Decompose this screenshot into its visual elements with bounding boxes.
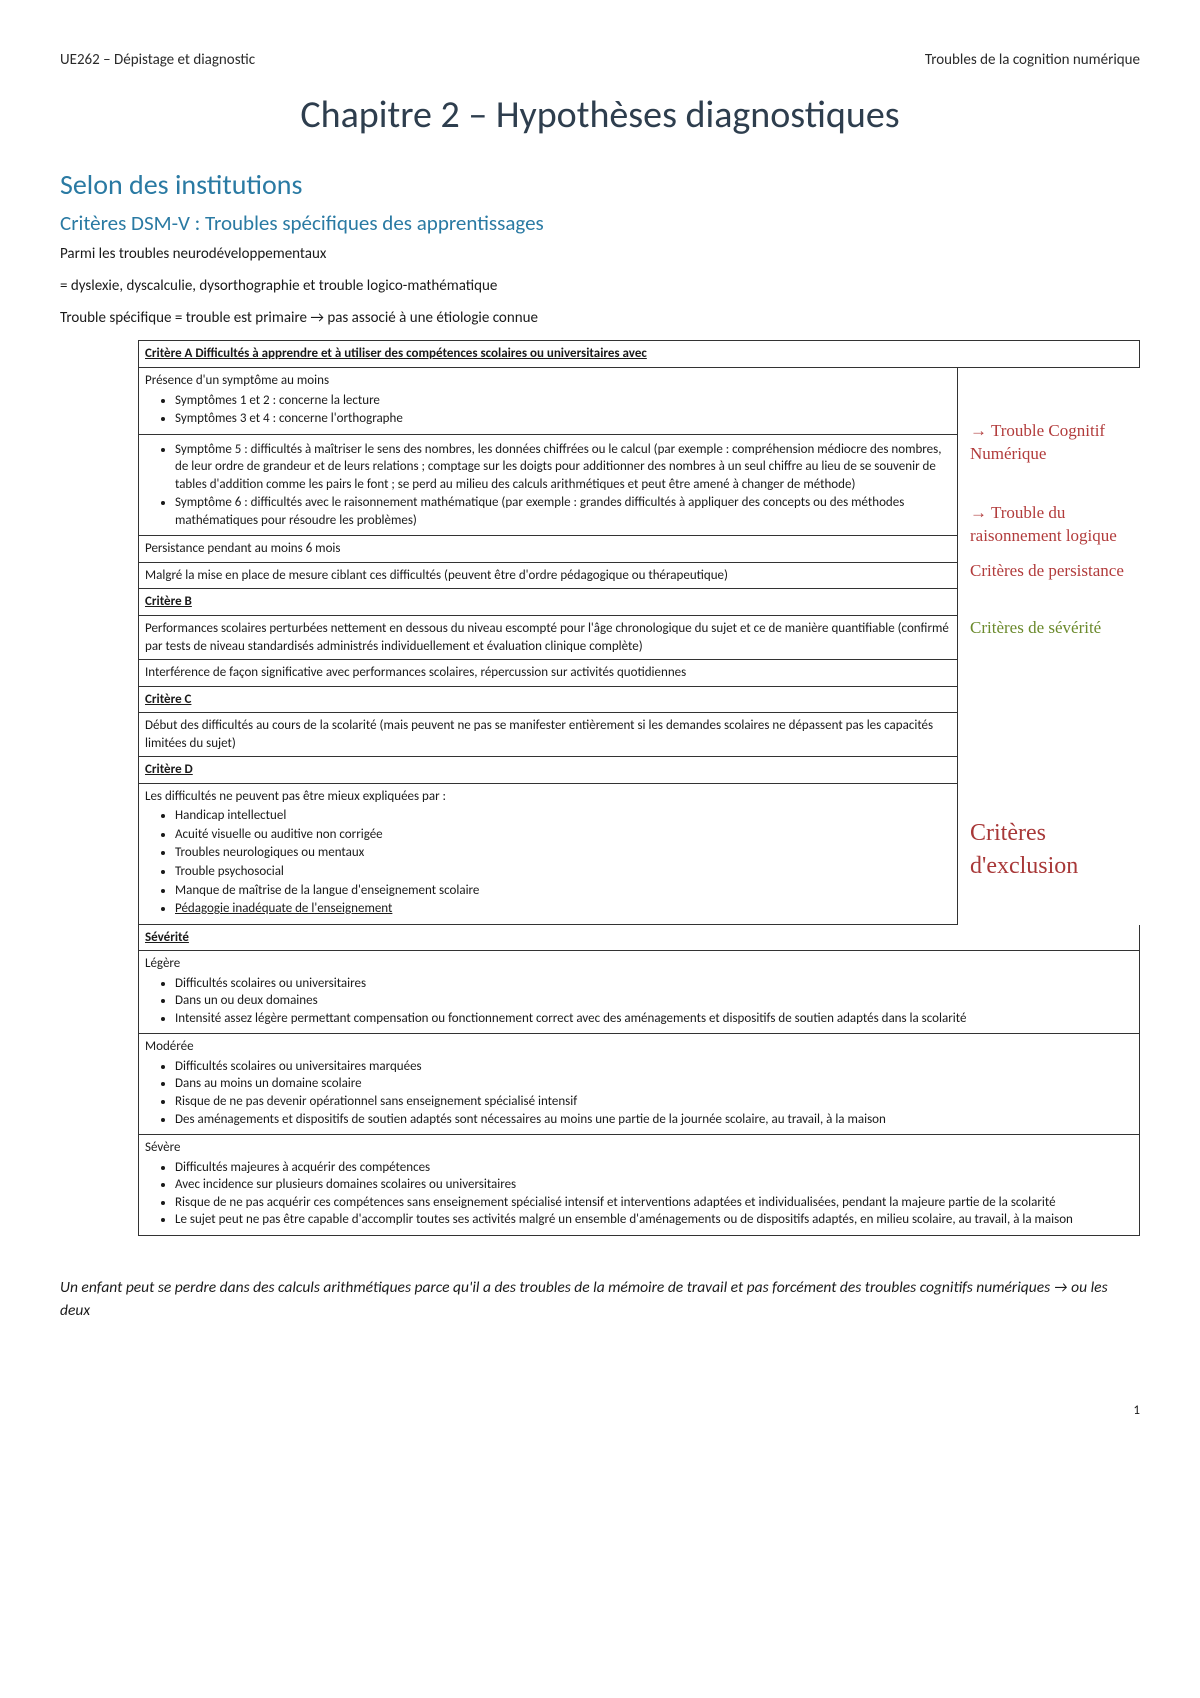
criteria-c-side-empty	[970, 687, 1140, 758]
side-exclusion: Critères d'exclusion	[970, 757, 1140, 924]
critd-item-1: Acuité visuelle ou auditive non corrigée	[175, 826, 951, 844]
severity-severe-label: Sévère	[145, 1139, 1133, 1157]
sev-moderee-3: Des aménagements et dispositifs de souti…	[175, 1111, 1133, 1129]
sev-legere-1: Dans un ou deux domaines	[175, 992, 1133, 1010]
side-persistance: Critères de persistance	[970, 554, 1140, 583]
criteria-a-malgre: Malgré la mise en place de mesure ciblan…	[138, 563, 958, 590]
severity-title-row: Sévérité	[138, 925, 1140, 952]
sev-severe-2: Risque de ne pas acquérir ces compétence…	[175, 1194, 1133, 1212]
sev-severe-0: Difficultés majeures à acquérir des comp…	[175, 1159, 1133, 1177]
sev-severe-1: Avec incidence sur plusieurs domaines sc…	[175, 1176, 1133, 1194]
sev-legere-0: Difficultés scolaires ou universitaires	[175, 975, 1133, 993]
severity-wrap: Sévérité Légère Difficultés scolaires ou…	[138, 925, 1140, 1236]
intro-3-prefix: Trouble spécifique = trouble est primair…	[60, 309, 310, 327]
criteria-d-header: Critère D	[145, 762, 193, 777]
intro-3-suffix: pas associé à une étiologie connue	[327, 309, 538, 327]
chapter-title: Chapitre 2 – Hypothèses diagnostiques	[60, 90, 1140, 141]
intro-1: Parmi les troubles neurodéveloppementaux	[60, 244, 1140, 264]
criteria-a-wrap: Critère A Difficultés à apprendre et à u…	[138, 340, 1140, 924]
header-left: UE262 – Dépistage et diagnostic	[60, 50, 255, 70]
side-trouble-cognitif-label: Trouble Cognitif Numérique	[970, 421, 1105, 463]
severity-severe: Sévère Difficultés majeures à acquérir d…	[138, 1135, 1140, 1236]
criteria-d-body: Les difficultés ne peuvent pas être mieu…	[138, 784, 958, 925]
criteria-a-header: Critère A Difficultés à apprendre et à u…	[145, 346, 647, 361]
severity-moderee-label: Modérée	[145, 1038, 1133, 1056]
criteria-a-presence: Présence d'un symptôme au moins Symptôme…	[138, 368, 958, 435]
critd-item-2: Troubles neurologiques ou mentaux	[175, 844, 951, 862]
criteria-c-body: Début des difficultés au cours de la sco…	[138, 713, 958, 757]
page-header: UE262 – Dépistage et diagnostic Troubles…	[60, 50, 1140, 70]
critd-item-0: Handicap intellectuel	[175, 807, 951, 825]
severity-legere-label: Légère	[145, 955, 1133, 973]
criteria-b-2: Interférence de façon significative avec…	[138, 660, 958, 687]
criteria-a-presence-text: Présence d'un symptôme au moins	[145, 372, 951, 390]
symptom-1-2: Symptômes 1 et 2 : concerne la lecture	[175, 392, 951, 410]
arrow-icon: →	[310, 309, 324, 327]
criteria-b-1: Performances scolaires perturbées nettem…	[138, 616, 958, 660]
side-trouble-logique-label: Trouble du raisonnement logique	[970, 503, 1117, 545]
sev-moderee-2: Risque de ne pas devenir opérationnel sa…	[175, 1093, 1133, 1111]
sev-moderee-0: Difficultés scolaires ou universitaires …	[175, 1058, 1133, 1076]
sev-severe-3: Le sujet peut ne pas être capable d'acco…	[175, 1211, 1133, 1229]
header-right: Troubles de la cognition numérique	[925, 50, 1140, 70]
sev-moderee-1: Dans au moins un domaine scolaire	[175, 1075, 1133, 1093]
intro-2: = dyslexie, dyscalculie, dysorthographie…	[60, 276, 1140, 296]
sev-legere-2: Intensité assez légère permettant compen…	[175, 1010, 1133, 1028]
criteria-a-s5-s6: Symptôme 5 : difficultés à maîtriser le …	[138, 435, 958, 537]
subsection-heading: Critères DSM-V : Troubles spécifiques de…	[60, 209, 1140, 237]
symptom-6: Symptôme 6 : difficultés avec le raisonn…	[175, 494, 951, 529]
severity-legere: Légère Difficultés scolaires ou universi…	[138, 951, 1140, 1034]
critd-item-5-label: Pédagogie inadéquate de l'enseignement	[175, 901, 392, 916]
side-severite: Critères de sévérité	[970, 589, 1140, 686]
section-heading: Selon des institutions	[60, 166, 1140, 204]
criteria-a-side: → Trouble Cognitif Numérique → Trouble d…	[970, 368, 1140, 589]
criteria-a-header-row: Critère A Difficultés à apprendre et à u…	[138, 340, 1140, 368]
severity-moderee: Modérée Difficultés scolaires ou univers…	[138, 1034, 1140, 1135]
criteria-c-header: Critère C	[145, 692, 191, 707]
critd-item-3: Trouble psychosocial	[175, 863, 951, 881]
criteria-d-lead: Les difficultés ne peuvent pas être mieu…	[145, 788, 951, 806]
italic-note: Un enfant peut se perdre dans des calcul…	[60, 1276, 1140, 1323]
severity-title: Sévérité	[145, 930, 189, 945]
criteria-b-header-row: Critère B	[138, 589, 958, 616]
criteria-b-header: Critère B	[145, 594, 192, 609]
side-trouble-logique: → Trouble du raisonnement logique	[970, 496, 1140, 548]
symptom-3-4: Symptômes 3 et 4 : concerne l'orthograph…	[175, 410, 951, 428]
criteria-c-header-row: Critère C	[138, 687, 958, 714]
side-trouble-cognitif: → Trouble Cognitif Numérique	[970, 414, 1140, 466]
criteria-a-persist: Persistance pendant au moins 6 mois	[138, 536, 958, 563]
symptom-5: Symptôme 5 : difficultés à maîtriser le …	[175, 441, 951, 494]
intro-3: Trouble spécifique = trouble est primair…	[60, 308, 1140, 328]
critd-item-5: Pédagogie inadéquate de l'enseignement	[175, 900, 951, 918]
critd-item-4: Manque de maîtrise de la langue d'enseig…	[175, 882, 951, 900]
page-number: 1	[60, 1402, 1140, 1420]
criteria-d-header-row: Critère D	[138, 757, 958, 784]
